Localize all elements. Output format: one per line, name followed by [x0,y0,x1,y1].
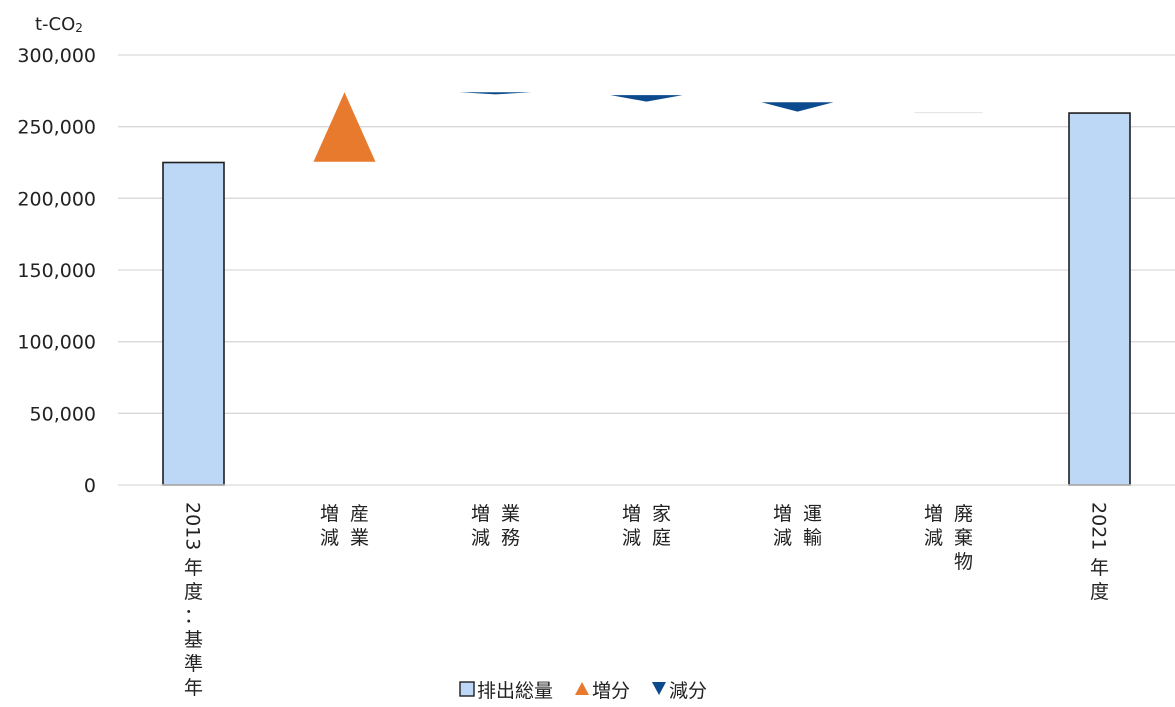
legend-item: 排出総量 [459,680,553,702]
x-category-label-char: 減 [320,527,339,549]
x-category-label-char: 年 [184,677,203,699]
x-category-label-char: 減 [924,527,943,549]
x-category-label-char: 年 [1090,557,1109,579]
y-tick-label: 250,000 [17,117,96,139]
y-tick-label: 300,000 [17,45,96,67]
x-category-label-char: 減 [471,527,490,549]
y-tick-label: 150,000 [17,260,96,282]
decrease-triangle [761,102,834,112]
x-category-label-char: 増 [471,503,490,525]
legend-item: 減分 [652,680,707,702]
total-bar [1068,112,1131,486]
x-category-label-char: 年 [184,557,203,579]
x-category-label-char: 家 [652,503,671,525]
x-category-label-char: 度 [1090,581,1109,603]
x-category-label-char: 廃 [954,503,973,525]
x-category-label-char: 増 [773,503,792,525]
x-category-label-char: 庭 [652,527,671,549]
x-category-label-char: 物 [954,551,973,573]
x-category-label-char: 業 [501,503,520,525]
legend-swatch-total [459,681,475,697]
legend: 排出総量 増分 減分 [459,680,707,702]
x-category-label-char: 度 [184,581,203,603]
increase-triangle [313,92,376,162]
x-category-label-char: 増 [924,503,943,525]
x-category-label-char: 業 [350,527,369,549]
x-category-label-char: 輸 [803,527,822,549]
x-category-label-digits: 2021 [1088,502,1110,550]
x-category-label-char: 基 [184,629,203,651]
x-category-label-char: 運 [803,503,822,525]
legend-item: 増分 [575,680,630,702]
x-category-label-char: 産 [350,503,369,525]
gridlines [118,54,1175,414]
x-category-label-char: ： [184,605,203,627]
y-axis-ticks: 0 50,000 100,000 150,000 200,000 250,000 300,0… [17,45,96,497]
y-axis-unit-label: t-CO2 [35,14,83,35]
legend-swatch-increase [575,682,589,695]
x-category-label-digits: 2013 [182,502,204,550]
decrease-triangle [459,92,532,95]
legend-label: 排出総量 [477,680,553,702]
legend-swatch-decrease [652,682,666,695]
x-category-label-char: 務 [501,527,520,549]
chart-marks [162,92,1131,486]
x-category-label-char: 減 [622,527,641,549]
x-category-label-char: 増 [320,503,339,525]
x-category-label: 2021 年度 [1088,502,1110,603]
x-category-label-char: 棄 [954,527,973,549]
x-category-label-char: 準 [184,653,203,675]
y-tick-label: 50,000 [30,403,96,425]
x-category-label-char: 増 [622,503,641,525]
legend-label: 減分 [669,680,707,702]
y-tick-label: 200,000 [17,188,96,210]
legend-label: 増分 [592,680,630,702]
y-tick-label: 0 [84,475,96,497]
decrease-triangle [610,95,683,102]
x-category-label-char: 減 [773,527,792,549]
total-bar [162,161,225,486]
y-tick-label: 100,000 [17,332,96,354]
